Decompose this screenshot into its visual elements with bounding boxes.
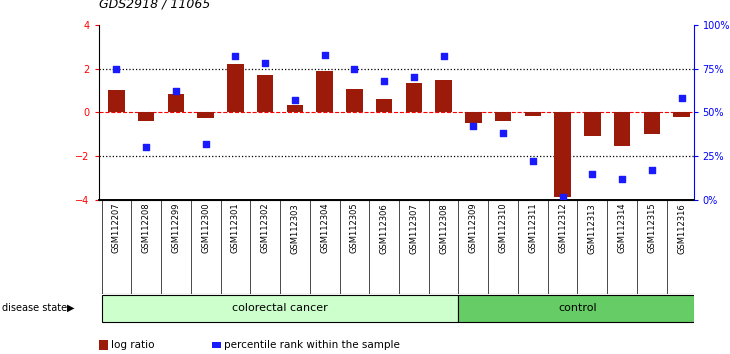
Bar	[614, 113, 630, 146]
Text: GSM112208: GSM112208	[142, 203, 150, 253]
Bar	[287, 105, 303, 113]
Bar	[168, 94, 184, 113]
Bar	[644, 113, 660, 134]
Point	[289, 97, 301, 103]
Point	[527, 159, 539, 164]
Point	[616, 176, 628, 182]
Bar	[138, 113, 154, 121]
Point	[229, 53, 241, 59]
Point	[408, 75, 420, 80]
Text: GSM112315: GSM112315	[648, 203, 656, 253]
Bar	[257, 75, 273, 113]
Point	[259, 61, 271, 66]
Bar	[495, 113, 511, 121]
Bar	[458, 295, 696, 322]
Text: GSM112316: GSM112316	[677, 203, 686, 253]
Text: GSM112299: GSM112299	[172, 203, 180, 253]
Point	[586, 171, 598, 177]
Point	[170, 88, 182, 94]
Text: GSM112309: GSM112309	[469, 203, 478, 253]
Text: GSM112308: GSM112308	[439, 203, 448, 253]
Bar	[465, 113, 482, 123]
Text: GSM112311: GSM112311	[529, 203, 537, 253]
Bar	[435, 80, 452, 113]
Text: GSM112312: GSM112312	[558, 203, 567, 253]
Bar	[346, 90, 363, 113]
Bar	[673, 113, 690, 117]
Point	[467, 124, 479, 129]
Point	[319, 52, 331, 57]
Bar	[554, 113, 571, 197]
Point	[646, 167, 658, 173]
Text: GSM112306: GSM112306	[380, 203, 388, 253]
Point	[200, 141, 212, 147]
Point	[557, 194, 569, 199]
Point	[497, 131, 509, 136]
Point	[348, 66, 360, 72]
Bar	[108, 91, 125, 113]
Text: disease state: disease state	[2, 303, 67, 313]
Text: percentile rank within the sample: percentile rank within the sample	[224, 340, 400, 350]
Bar	[197, 113, 214, 118]
Bar	[227, 64, 244, 113]
Text: GSM112314: GSM112314	[618, 203, 626, 253]
Bar	[584, 113, 601, 137]
Point	[140, 144, 152, 150]
Bar	[376, 99, 392, 113]
Text: GSM112304: GSM112304	[320, 203, 329, 253]
Bar	[101, 295, 458, 322]
Text: GSM112207: GSM112207	[112, 203, 121, 253]
Text: GSM112305: GSM112305	[350, 203, 359, 253]
Text: GSM112301: GSM112301	[231, 203, 240, 253]
Text: GSM112303: GSM112303	[291, 203, 299, 253]
Bar	[525, 113, 541, 116]
Bar	[406, 83, 422, 113]
Text: ▶: ▶	[67, 303, 74, 313]
Text: GSM112307: GSM112307	[410, 203, 418, 253]
Text: colorectal cancer: colorectal cancer	[232, 303, 328, 313]
Text: log ratio: log ratio	[111, 340, 155, 350]
Text: control: control	[558, 303, 597, 313]
Point	[378, 78, 390, 84]
Point	[676, 96, 688, 101]
Bar	[316, 71, 333, 113]
Text: GSM112302: GSM112302	[261, 203, 269, 253]
Text: GDS2918 / 11065: GDS2918 / 11065	[99, 0, 210, 11]
Point	[438, 53, 450, 59]
Text: GSM112300: GSM112300	[201, 203, 210, 253]
Point	[110, 66, 122, 72]
Text: GSM112310: GSM112310	[499, 203, 507, 253]
Text: GSM112313: GSM112313	[588, 203, 597, 253]
